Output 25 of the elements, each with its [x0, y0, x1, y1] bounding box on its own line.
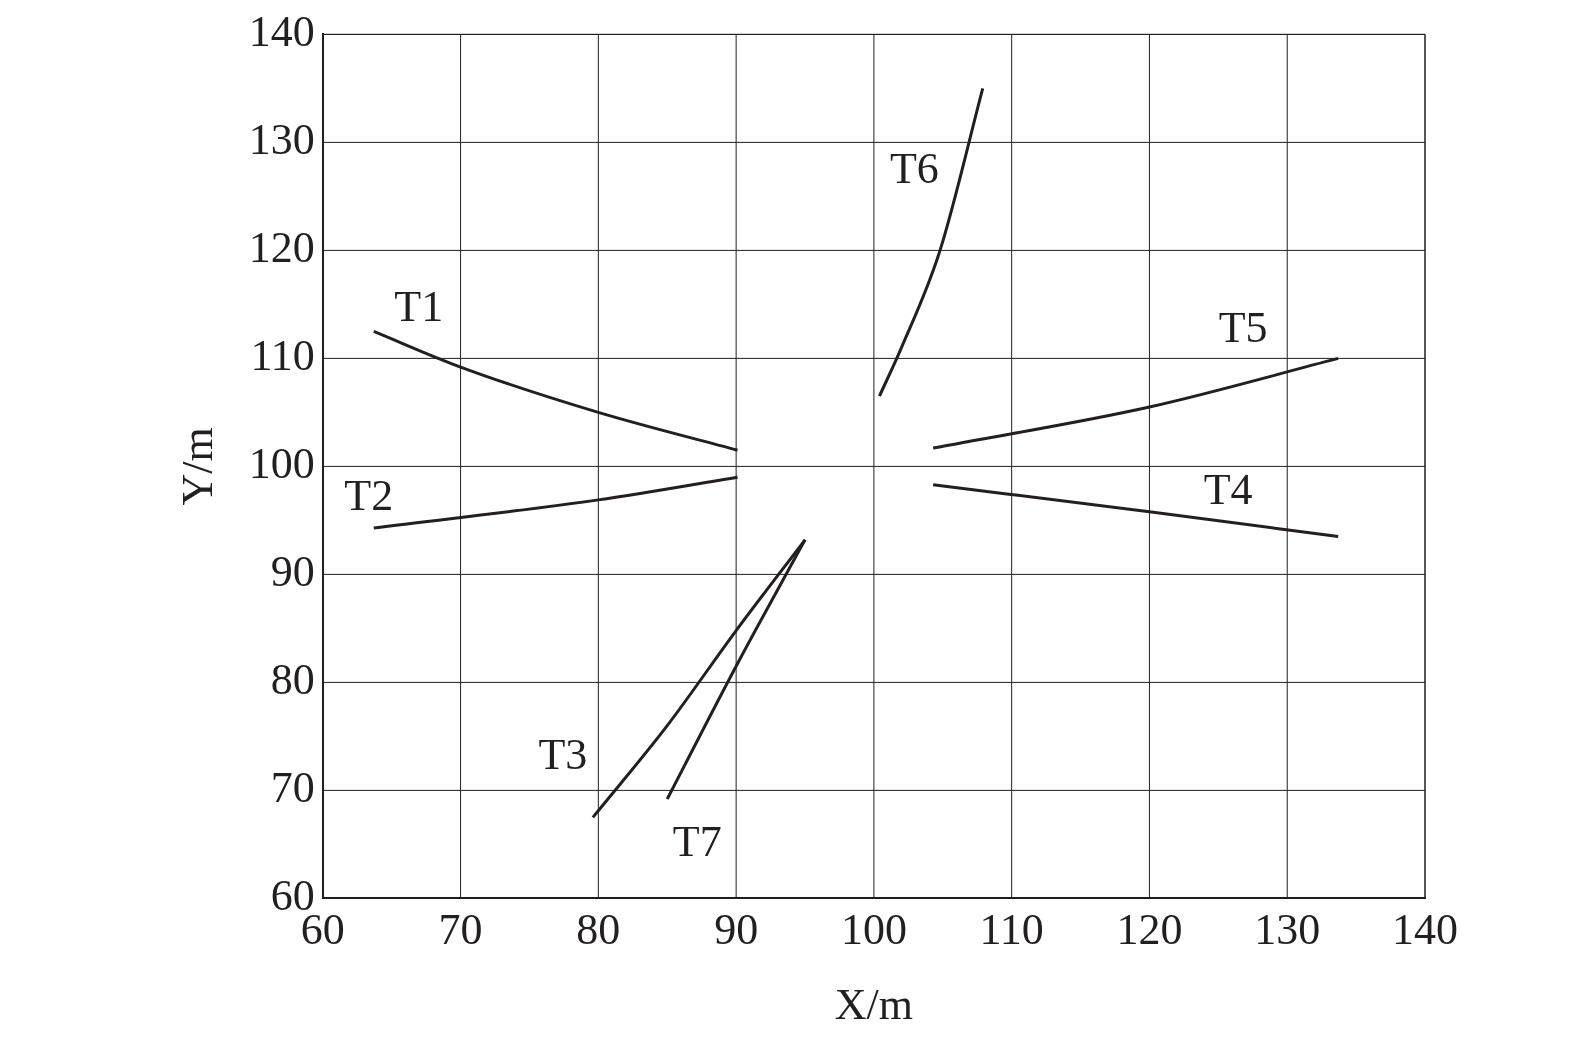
- y-tick-label: 140: [248, 6, 315, 56]
- series-label: T5: [1218, 302, 1268, 352]
- series-label: T7: [672, 816, 722, 866]
- y-tick-label: 120: [248, 222, 315, 272]
- x-tick-label: 90: [714, 905, 759, 955]
- x-tick-label: 70: [438, 905, 483, 955]
- x-tick-label: 110: [979, 905, 1044, 955]
- y-tick-label: 90: [270, 546, 315, 596]
- y-tick-label: 100: [248, 438, 315, 488]
- x-axis-title: X/m: [834, 980, 914, 1030]
- series-label: T1: [394, 281, 444, 331]
- y-tick-label: 110: [250, 330, 315, 380]
- x-tick-label: 130: [1254, 905, 1321, 955]
- series-label: T2: [344, 470, 394, 520]
- y-axis-title: Y/m: [172, 427, 222, 506]
- series-label: T4: [1203, 465, 1253, 515]
- y-tick-label: 70: [270, 762, 315, 812]
- x-tick-label: 80: [576, 905, 621, 955]
- x-tick-label: 140: [1392, 905, 1458, 955]
- series-label: T3: [538, 729, 588, 779]
- y-tick-label: 130: [248, 114, 315, 164]
- series-label: T6: [889, 143, 939, 193]
- x-tick-label: 100: [840, 905, 907, 955]
- y-tick-label: 80: [270, 654, 315, 704]
- x-tick-label: 120: [1116, 905, 1183, 955]
